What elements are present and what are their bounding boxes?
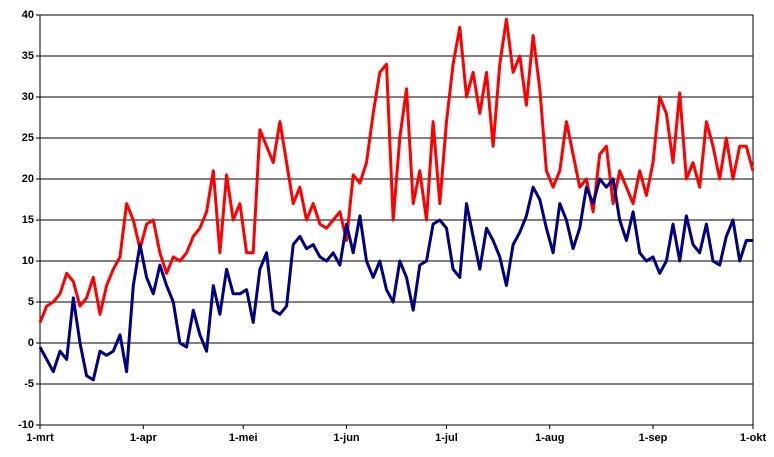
y-tick-label: 35 — [22, 50, 34, 62]
y-tick-label: 5 — [28, 296, 34, 308]
x-tick-label: 1-okt — [740, 432, 767, 444]
y-tick-label: 15 — [22, 214, 34, 226]
y-tick-label: -10 — [18, 419, 34, 431]
x-tick-label: 1-apr — [130, 432, 158, 444]
y-tick-label: 0 — [28, 337, 34, 349]
y-tick-label: 10 — [22, 255, 34, 267]
y-tick-label: 25 — [22, 132, 34, 144]
x-tick-label: 1-jul — [435, 432, 458, 444]
x-tick-label: 1-aug — [535, 432, 564, 444]
y-tick-label: -5 — [24, 378, 34, 390]
y-tick-label: 40 — [22, 9, 34, 21]
x-tick-label: 1-sep — [639, 432, 668, 444]
series-line — [38, 177, 753, 382]
y-tick-label: 20 — [22, 173, 34, 185]
x-tick-label: 1-mei — [229, 432, 258, 444]
x-tick-label: 1-mrt — [26, 432, 54, 444]
series-line — [38, 17, 755, 324]
y-tick-label: 30 — [22, 91, 34, 103]
x-tick-label: 1-jun — [333, 432, 360, 444]
